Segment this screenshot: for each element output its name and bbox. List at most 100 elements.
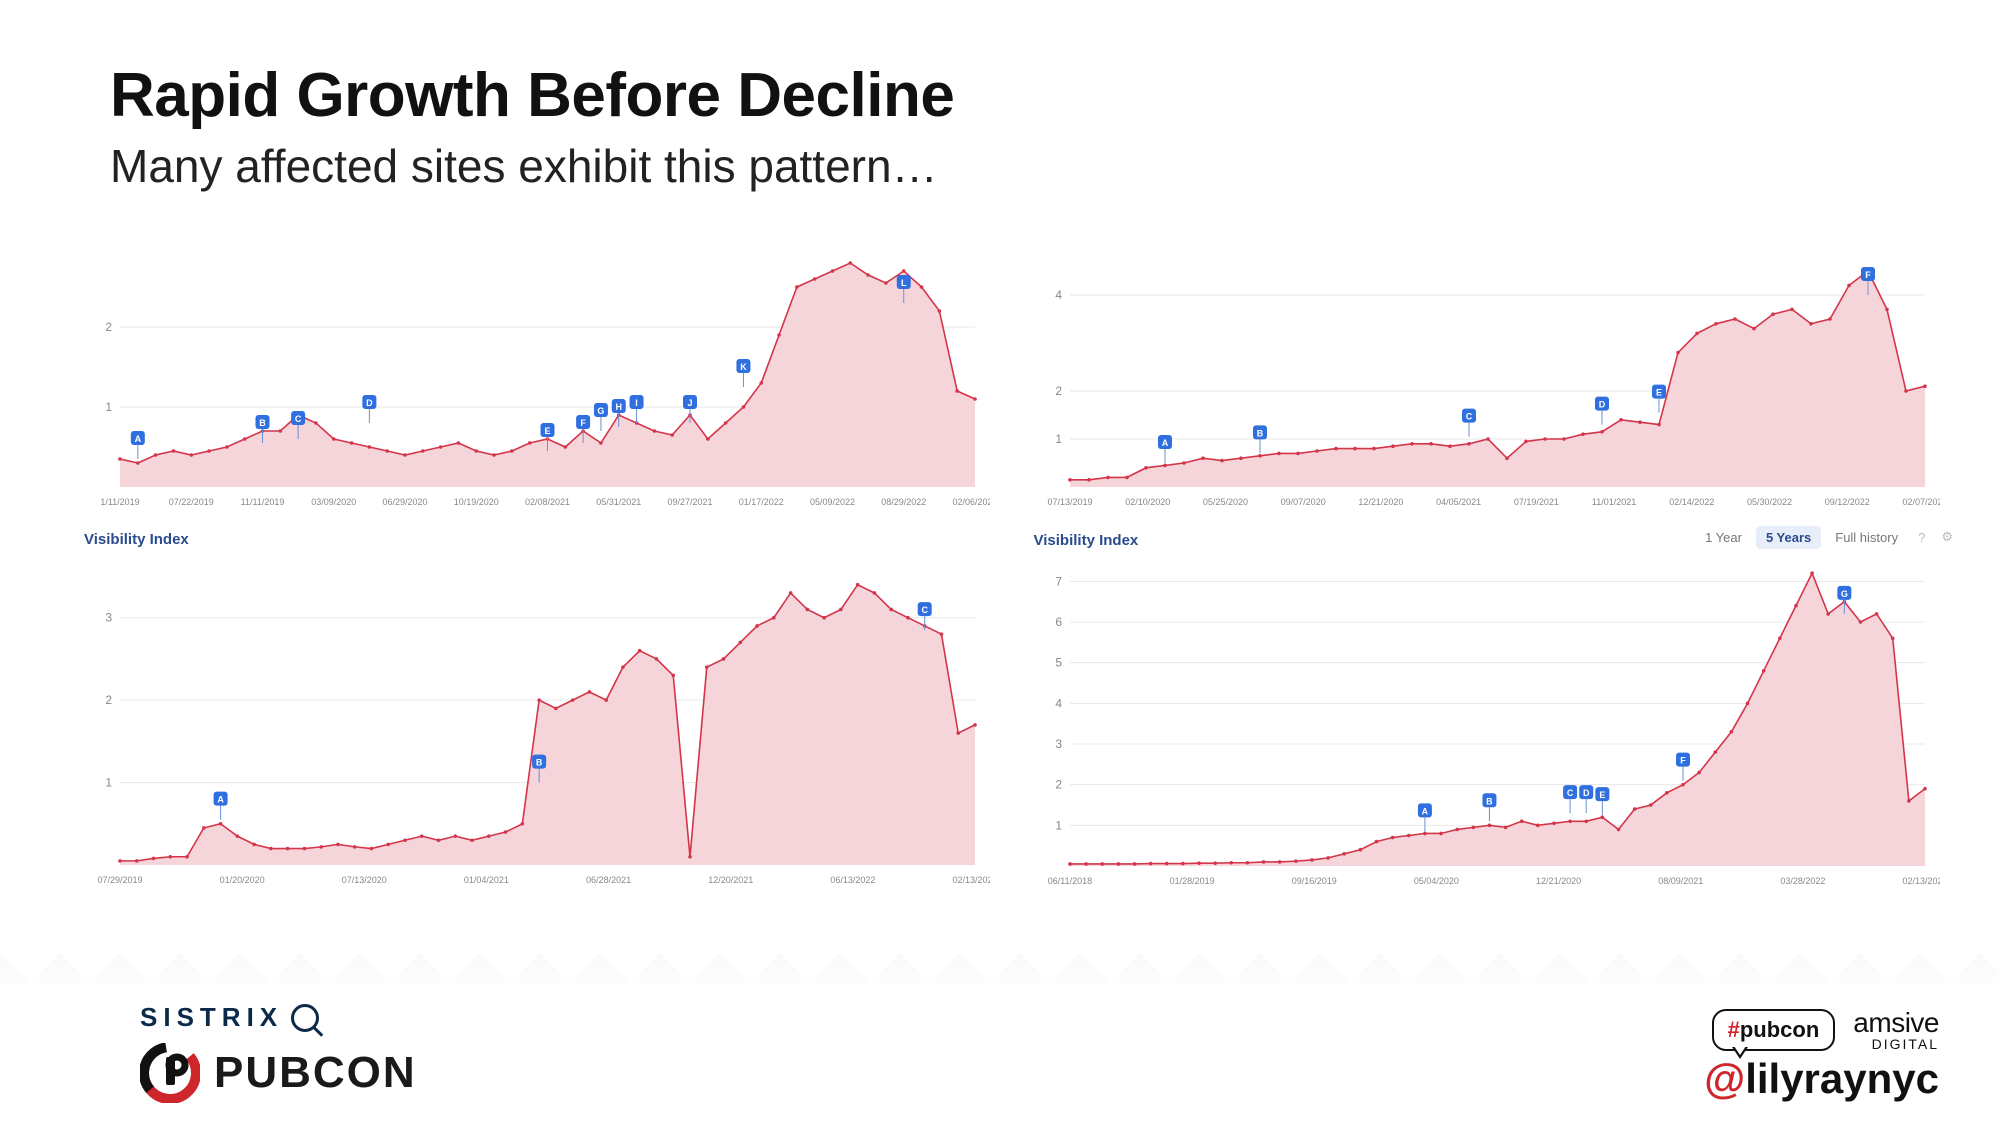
svg-text:4: 4	[1055, 288, 1062, 302]
svg-text:L: L	[901, 278, 907, 288]
svg-text:02/13/2023: 02/13/2023	[952, 875, 990, 885]
svg-text:09/07/2020: 09/07/2020	[1280, 497, 1325, 507]
svg-text:B: B	[536, 758, 543, 768]
svg-text:I: I	[635, 398, 638, 408]
svg-text:5: 5	[1055, 656, 1062, 670]
svg-text:1: 1	[1055, 432, 1062, 446]
svg-text:2: 2	[1055, 384, 1062, 398]
svg-text:E: E	[1599, 790, 1605, 800]
svg-text:02/06/2023: 02/06/2023	[952, 497, 990, 507]
footer-bar: SISTRIX PUBCON #pubcon	[0, 953, 1999, 1123]
svg-text:2: 2	[105, 693, 112, 707]
svg-text:08/09/2021: 08/09/2021	[1658, 876, 1703, 886]
slide-root: Rapid Growth Before Decline Many affecte…	[0, 0, 1999, 1123]
svg-text:01/20/2020: 01/20/2020	[220, 875, 265, 885]
svg-text:02/07/2023: 02/07/2023	[1902, 497, 1940, 507]
svg-text:07/13/2019: 07/13/2019	[1047, 497, 1092, 507]
svg-text:02/14/2022: 02/14/2022	[1669, 497, 1714, 507]
svg-text:09/16/2019: 09/16/2019	[1291, 876, 1336, 886]
svg-text:07/19/2021: 07/19/2021	[1513, 497, 1558, 507]
svg-text:07/29/2019: 07/29/2019	[97, 875, 142, 885]
svg-text:1: 1	[1055, 818, 1062, 832]
time-option[interactable]: 5 Years	[1756, 526, 1821, 549]
svg-text:03/09/2020: 03/09/2020	[311, 497, 356, 507]
svg-text:E: E	[1655, 388, 1661, 398]
svg-text:03/28/2022: 03/28/2022	[1780, 876, 1825, 886]
svg-text:B: B	[1486, 796, 1493, 806]
magnifier-icon	[291, 1004, 319, 1032]
svg-text:C: C	[921, 605, 928, 615]
svg-text:01/28/2019: 01/28/2019	[1169, 876, 1214, 886]
pubcon-logo: PUBCON	[140, 1043, 417, 1103]
help-icon[interactable]: ?	[1912, 526, 1931, 549]
svg-text:06/28/2021: 06/28/2021	[586, 875, 631, 885]
slide-title: Rapid Growth Before Decline	[110, 60, 1919, 131]
svg-text:3: 3	[1055, 737, 1062, 751]
svg-text:G: G	[1840, 589, 1847, 599]
svg-text:A: A	[1161, 438, 1168, 448]
svg-text:05/30/2022: 05/30/2022	[1747, 497, 1792, 507]
svg-text:10/19/2020: 10/19/2020	[454, 497, 499, 507]
svg-text:F: F	[1680, 756, 1686, 766]
svg-text:11/01/2021: 11/01/2021	[1591, 497, 1635, 507]
svg-text:02/13/2023: 02/13/2023	[1902, 876, 1940, 886]
svg-text:07/22/2019: 07/22/2019	[169, 497, 214, 507]
pubcon-text: PUBCON	[214, 1048, 417, 1098]
charts-grid: 12ABCDEFGHIJKL1/11/201907/22/201911/11/2…	[80, 235, 1959, 915]
time-range-toggle: 1 Year5 YearsFull history?⚙	[1695, 525, 1959, 549]
svg-text:B: B	[1256, 428, 1263, 438]
time-option[interactable]: Full history	[1825, 526, 1908, 549]
slide-subtitle: Many affected sites exhibit this pattern…	[110, 139, 1919, 193]
svg-text:4: 4	[1055, 696, 1062, 710]
hashtag-symbol: #	[1728, 1017, 1740, 1042]
gear-icon[interactable]: ⚙	[1935, 525, 1959, 549]
svg-text:05/31/2021: 05/31/2021	[596, 497, 641, 507]
svg-text:12/20/2021: 12/20/2021	[708, 875, 753, 885]
svg-text:F: F	[1865, 270, 1871, 280]
svg-text:C: C	[1566, 788, 1573, 798]
svg-text:12/21/2020: 12/21/2020	[1536, 876, 1581, 886]
svg-text:04/05/2021: 04/05/2021	[1436, 497, 1481, 507]
svg-text:D: D	[1598, 400, 1605, 410]
amsive-digital-text: DIGITAL	[1853, 1037, 1939, 1051]
svg-text:02/10/2020: 02/10/2020	[1125, 497, 1170, 507]
twitter-handle: @lilyraynyc	[1704, 1055, 1939, 1103]
svg-text:05/25/2020: 05/25/2020	[1202, 497, 1247, 507]
svg-text:06/29/2020: 06/29/2020	[382, 497, 427, 507]
svg-text:D: D	[366, 398, 373, 408]
time-option[interactable]: 1 Year	[1695, 526, 1752, 549]
pubcon-hashtag-bubble: #pubcon	[1712, 1009, 1836, 1051]
svg-text:06/11/2018: 06/11/2018	[1047, 876, 1091, 886]
svg-text:11/11/2019: 11/11/2019	[241, 497, 285, 507]
visibility-label: Visibility Index	[1030, 526, 1143, 549]
svg-text:K: K	[740, 362, 747, 372]
svg-text:05/04/2020: 05/04/2020	[1413, 876, 1458, 886]
footer-left: SISTRIX PUBCON	[40, 1002, 417, 1103]
svg-text:07/13/2020: 07/13/2020	[342, 875, 387, 885]
svg-text:05/09/2022: 05/09/2022	[810, 497, 855, 507]
svg-text:E: E	[544, 426, 550, 436]
svg-text:09/12/2022: 09/12/2022	[1824, 497, 1869, 507]
svg-text:D: D	[1582, 788, 1589, 798]
svg-text:1: 1	[105, 400, 112, 414]
svg-text:3: 3	[105, 611, 112, 625]
svg-text:2: 2	[1055, 778, 1062, 792]
svg-text:02/08/2021: 02/08/2021	[525, 497, 570, 507]
amsive-logo: amsive DIGITAL	[1853, 1009, 1939, 1051]
svg-text:2: 2	[105, 320, 112, 334]
svg-text:H: H	[616, 402, 623, 412]
sistrix-logo: SISTRIX	[140, 1002, 417, 1033]
chart-top-left: 12ABCDEFGHIJKL1/11/201907/22/201911/11/2…	[80, 235, 1010, 515]
svg-text:A: A	[217, 795, 224, 805]
svg-text:J: J	[687, 398, 692, 408]
svg-text:G: G	[597, 406, 604, 416]
svg-text:09/27/2021: 09/27/2021	[667, 497, 712, 507]
svg-text:C: C	[1465, 412, 1472, 422]
pubcon-icon	[140, 1043, 200, 1103]
svg-text:08/29/2022: 08/29/2022	[881, 497, 926, 507]
chart-bottom-right: Visibility Index 1 Year5 YearsFull histo…	[1030, 525, 1960, 905]
svg-text:01/04/2021: 01/04/2021	[464, 875, 509, 885]
svg-text:C: C	[295, 414, 302, 424]
amsive-text: amsive	[1853, 1009, 1939, 1037]
handle-text: lilyraynyc	[1745, 1055, 1939, 1102]
